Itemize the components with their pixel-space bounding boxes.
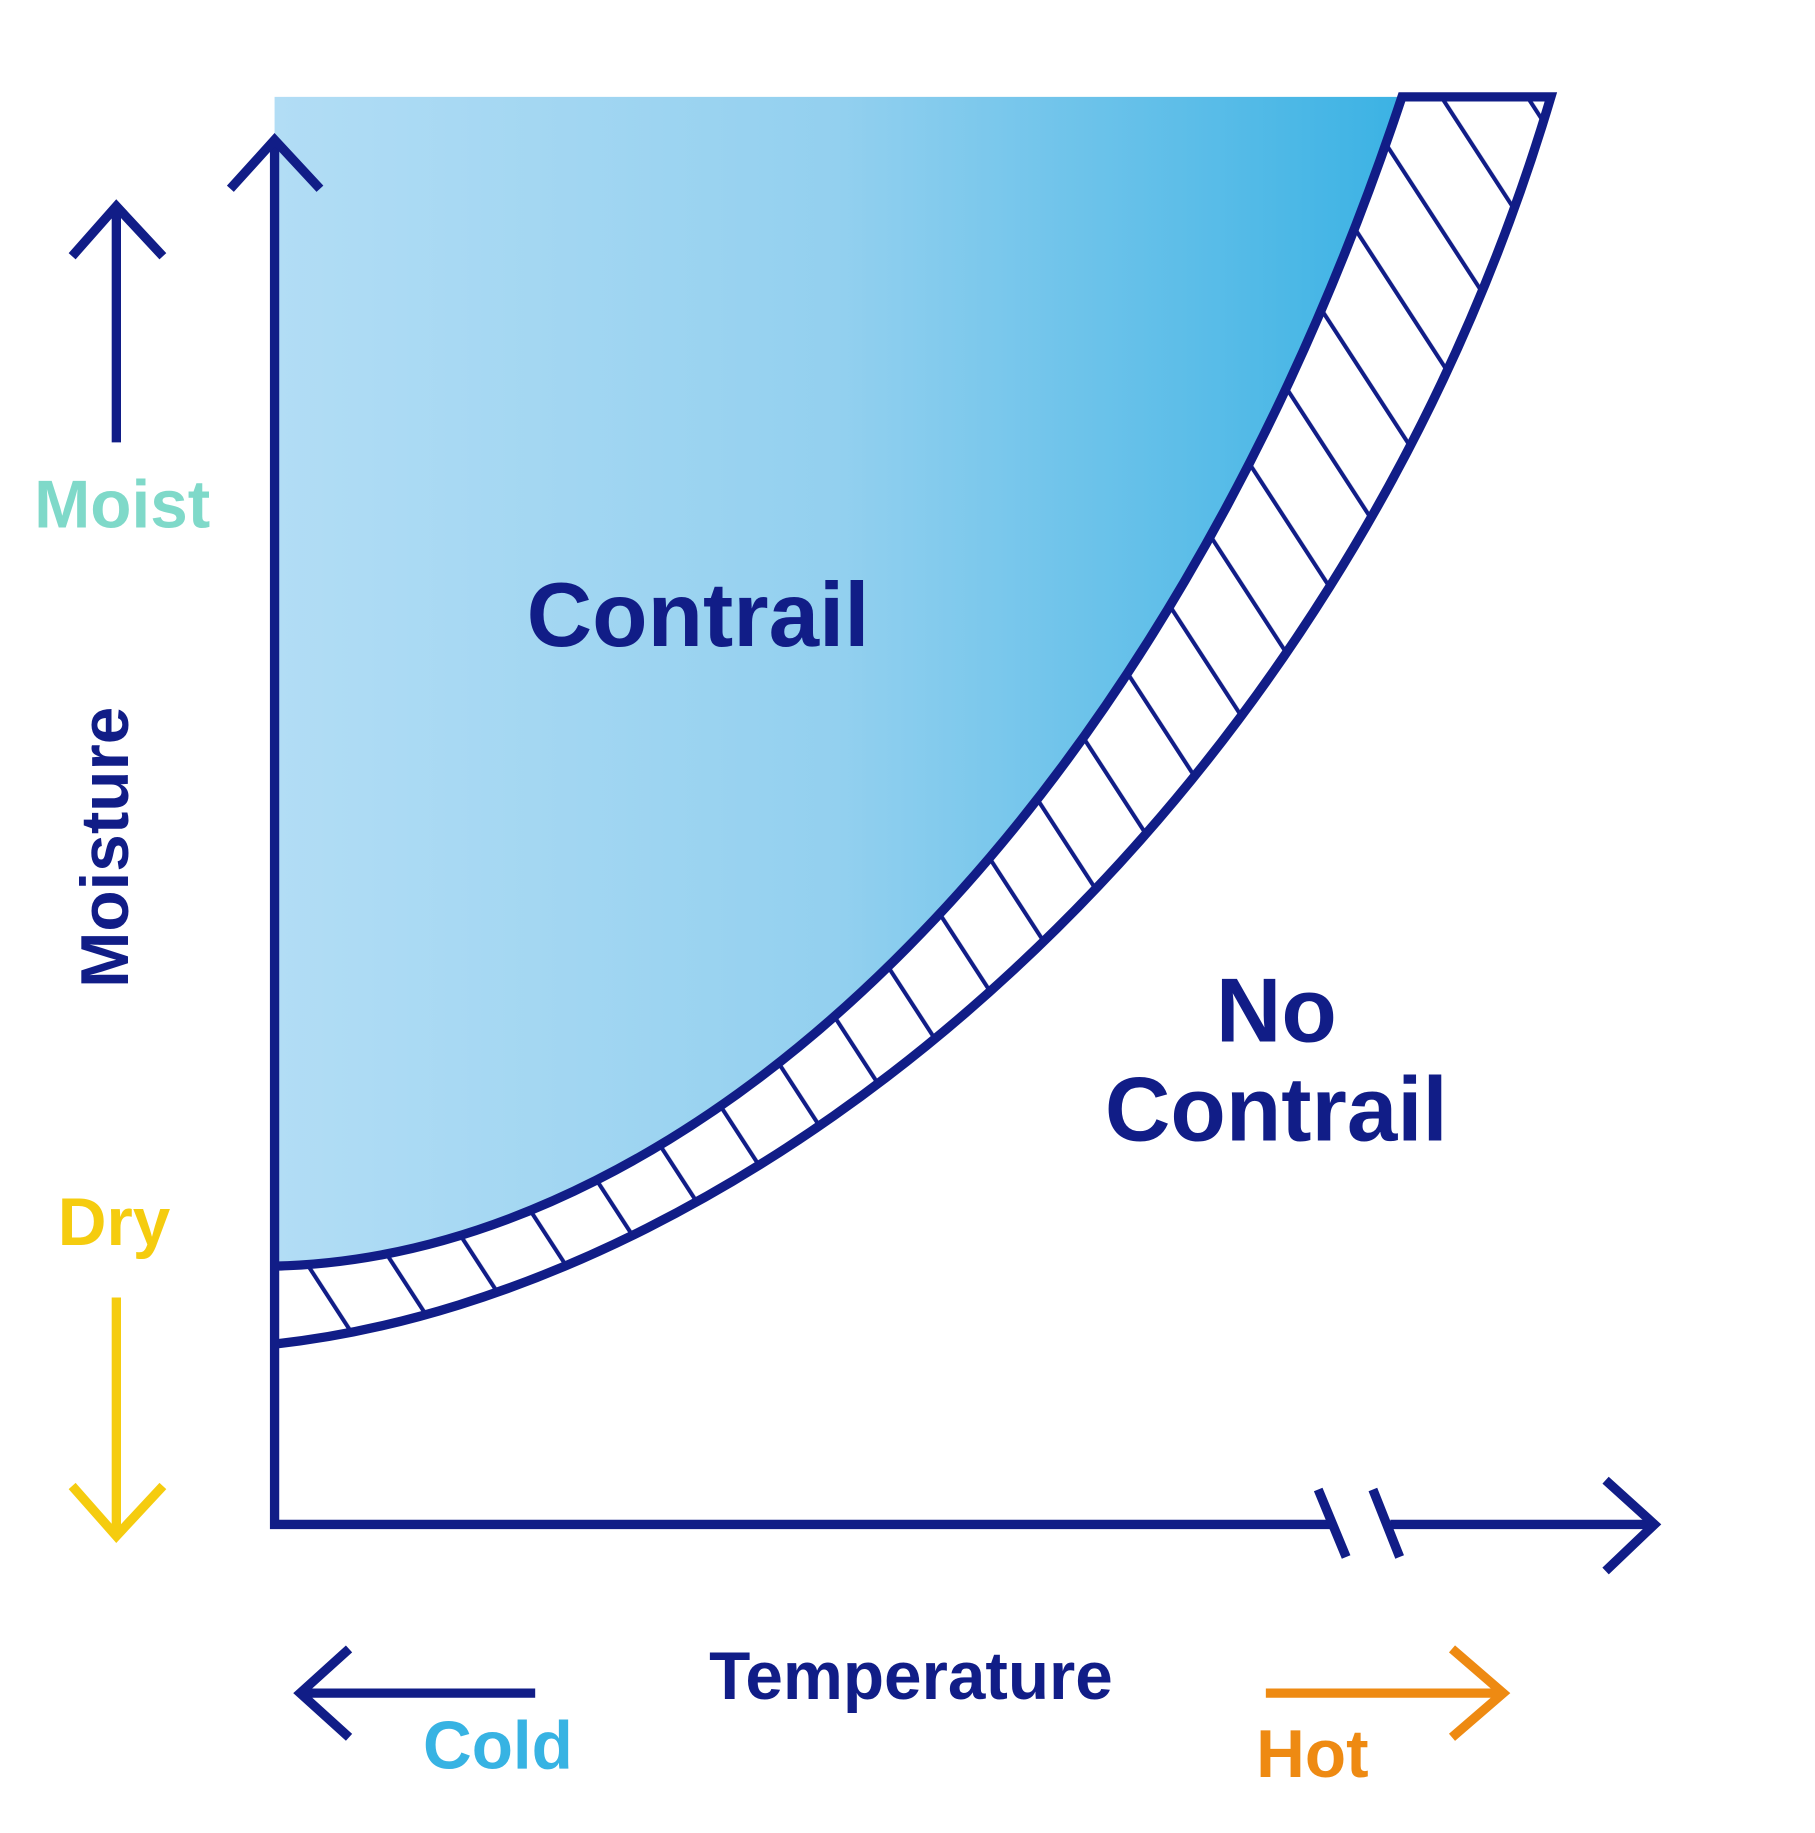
dry-arrow <box>68 1297 167 1543</box>
moist-arrow <box>68 199 167 443</box>
x-axis-label: Temperature <box>709 1639 1113 1714</box>
axes <box>68 133 1662 1741</box>
cold-label: Cold <box>423 1709 573 1784</box>
hot-label: Hot <box>1256 1717 1368 1792</box>
dry-label: Dry <box>58 1185 171 1260</box>
band-outline <box>274 92 1558 1349</box>
no-contrail-label: Contrail <box>1105 1059 1448 1160</box>
contrail-region <box>274 96 1402 1267</box>
moist-label: Moist <box>34 467 210 542</box>
x-axis-head <box>1602 1476 1662 1575</box>
cold-arrow <box>293 1645 536 1741</box>
axis-break <box>1313 1487 1404 1559</box>
y-axis-label: Moisture <box>68 707 143 988</box>
hot-arrow <box>1265 1645 1511 1741</box>
y-axis-head <box>226 133 324 192</box>
no-contrail-label: No <box>1216 961 1337 1062</box>
contrail-label: Contrail <box>527 565 870 666</box>
y-axis <box>269 139 1333 1530</box>
